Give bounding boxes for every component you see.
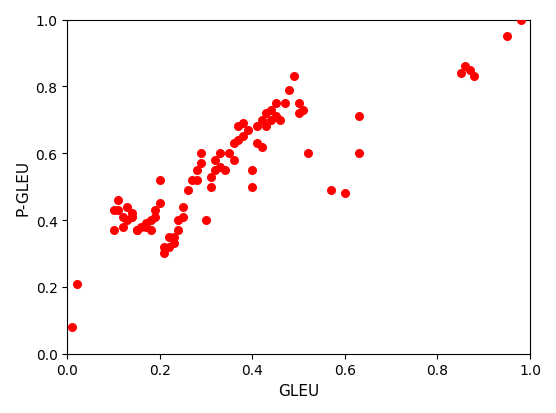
Point <box>155 201 164 207</box>
Point <box>299 107 307 114</box>
Point <box>230 157 239 164</box>
Point <box>123 204 132 211</box>
Point <box>109 227 118 234</box>
Point <box>146 227 155 234</box>
Point <box>271 114 280 121</box>
Point <box>151 214 160 221</box>
Point <box>160 244 169 250</box>
Point <box>211 167 220 174</box>
Point <box>206 184 215 190</box>
Point <box>216 150 225 157</box>
Point <box>294 111 303 117</box>
Point <box>169 240 178 247</box>
Point <box>109 207 118 214</box>
Point <box>266 117 275 124</box>
Point <box>132 227 141 234</box>
Point <box>118 224 127 230</box>
Point <box>211 157 220 164</box>
Point <box>183 187 192 194</box>
Point <box>202 217 211 224</box>
Point <box>178 204 187 211</box>
Point <box>234 137 243 144</box>
Point <box>72 280 81 287</box>
Point <box>470 74 479 81</box>
Point <box>174 227 183 234</box>
Point <box>216 164 225 171</box>
Point <box>304 150 312 157</box>
Point <box>230 140 239 147</box>
Point <box>128 214 137 221</box>
Point <box>137 224 146 230</box>
Point <box>141 221 150 227</box>
Point <box>294 100 303 107</box>
Point <box>262 124 271 131</box>
Point <box>239 134 247 140</box>
Point <box>220 167 229 174</box>
Point <box>252 140 261 147</box>
Point <box>354 114 363 121</box>
Point <box>132 227 141 234</box>
Point <box>206 174 215 180</box>
Point <box>174 217 183 224</box>
Point <box>465 67 474 74</box>
Point <box>118 214 127 221</box>
Point <box>244 127 252 134</box>
Point <box>188 177 197 184</box>
Point <box>123 217 132 224</box>
Point <box>248 167 257 174</box>
Point <box>354 150 363 157</box>
Point <box>165 234 173 240</box>
Point <box>461 64 470 71</box>
Point <box>517 17 525 24</box>
Point <box>169 234 178 240</box>
Point <box>262 111 271 117</box>
Point <box>257 144 266 150</box>
Point <box>160 251 169 257</box>
X-axis label: GLEU: GLEU <box>278 383 319 398</box>
Point <box>252 124 261 131</box>
Point <box>165 244 173 250</box>
Point <box>141 224 150 230</box>
Point <box>178 214 187 221</box>
Point <box>340 190 349 197</box>
Point <box>225 150 234 157</box>
Point <box>239 121 247 127</box>
Point <box>280 100 289 107</box>
Point <box>114 197 123 204</box>
Point <box>151 207 160 214</box>
Point <box>197 150 206 157</box>
Point <box>114 207 123 214</box>
Point <box>234 124 243 131</box>
Point <box>276 117 285 124</box>
Point <box>248 184 257 190</box>
Point <box>290 74 299 81</box>
Point <box>192 167 201 174</box>
Point <box>503 34 512 40</box>
Point <box>271 100 280 107</box>
Point <box>456 71 465 77</box>
Point <box>326 187 335 194</box>
Point <box>155 177 164 184</box>
Point <box>192 177 201 184</box>
Point <box>257 117 266 124</box>
Y-axis label: P-GLEU: P-GLEU <box>15 159 30 215</box>
Point <box>146 217 155 224</box>
Point <box>285 87 294 94</box>
Point <box>67 324 76 330</box>
Point <box>197 161 206 167</box>
Point <box>128 211 137 217</box>
Point <box>266 107 275 114</box>
